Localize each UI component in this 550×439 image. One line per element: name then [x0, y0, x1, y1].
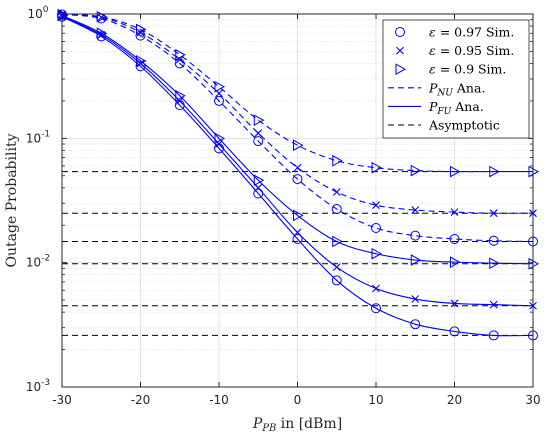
- legend-entry: ε = 0.9 Sim.: [395, 62, 506, 77]
- data-point-circle: [371, 223, 381, 234]
- data-point-triangle: [410, 164, 422, 177]
- legend-label: PFU Ana.: [428, 99, 484, 117]
- data-point-circle: [331, 204, 342, 215]
- x-tick-label: -30: [52, 393, 72, 407]
- legend-marker-circle: [395, 27, 405, 37]
- data-point-triangle: [136, 54, 147, 67]
- legend-entry: ε = 0.97 Sim.: [395, 25, 514, 40]
- x-tick-label: 0: [294, 393, 302, 407]
- legend-marker-triangle: [395, 63, 407, 76]
- data-point-cross: [293, 228, 302, 237]
- data-point-circle: [214, 95, 224, 106]
- data-point-triangle: [450, 165, 461, 178]
- data-point-triangle: [410, 254, 422, 266]
- x-tick-label: 20: [447, 393, 462, 407]
- data-point-cross: [450, 299, 459, 308]
- data-point-triangle: [450, 256, 461, 268]
- y-tick-labels: 10-3 10-2 10-1 100: [26, 5, 50, 394]
- series-line-eps097-nu: [61, 13, 534, 243]
- data-point-circle: [449, 234, 460, 245]
- data-point-circle: [292, 234, 303, 245]
- x-tick-label: 10: [368, 393, 383, 407]
- x-tick-label: -20: [131, 393, 151, 407]
- data-point-cross: [489, 209, 498, 218]
- data-point-triangle: [253, 174, 265, 187]
- data-point-circle: [371, 303, 381, 314]
- legend-entry: PFU Ana.: [388, 99, 484, 117]
- data-point-triangle: [293, 139, 304, 152]
- data-point-cross: [372, 201, 380, 210]
- data-point-triangle: [214, 132, 226, 145]
- legend-label: ε = 0.97 Sim.: [429, 25, 514, 40]
- y-tick-label: 100: [27, 5, 48, 21]
- data-point-cross: [450, 208, 459, 217]
- data-point-circle: [410, 230, 421, 241]
- y-tick-label: 10-2: [26, 254, 50, 270]
- legend-label: PNU Ana.: [428, 80, 485, 98]
- data-point-triangle: [293, 209, 304, 222]
- series-markers: [57, 8, 540, 341]
- data-point-triangle: [175, 89, 186, 102]
- data-point-cross: [411, 206, 420, 214]
- data-point-cross: [489, 300, 498, 309]
- legend-entry: PNU Ana.: [388, 80, 485, 98]
- data-point-circle: [488, 330, 499, 341]
- x-axis-label: PPB in [dBm]: [252, 416, 342, 434]
- data-point-cross: [254, 183, 263, 192]
- data-point-cross: [332, 188, 341, 196]
- data-point-cross: [332, 263, 341, 272]
- data-point-cross: [175, 97, 184, 105]
- legend-box: [382, 19, 530, 139]
- data-point-triangle: [489, 165, 500, 178]
- data-point-triangle: [253, 114, 265, 127]
- data-point-circle: [410, 319, 421, 330]
- data-point-circle: [135, 30, 146, 41]
- data-point-cross: [372, 284, 380, 293]
- data-point-circle: [331, 275, 342, 286]
- axis-ticks: [61, 13, 534, 388]
- series-line-eps09-fu: [61, 15, 534, 265]
- data-point-cross: [293, 163, 302, 172]
- data-point-circle: [253, 188, 264, 199]
- data-point-triangle: [96, 27, 108, 40]
- data-point-triangle: [332, 154, 343, 167]
- data-point-triangle: [371, 247, 383, 260]
- series-line-eps097-fu: [61, 16, 534, 337]
- y-tick-label: 10-3: [26, 378, 50, 394]
- legend: ε = 0.97 Sim. ε = 0.95 Sim. ε = 0.9 Sim. PN…: [382, 19, 530, 139]
- data-point-cross: [175, 55, 184, 64]
- legend-entry: ε = 0.95 Sim.: [396, 43, 514, 58]
- data-point-cross: [411, 295, 420, 303]
- data-point-triangle: [489, 257, 500, 270]
- data-point-circle: [449, 326, 460, 337]
- legend-label: ε = 0.95 Sim.: [429, 43, 514, 58]
- x-tick-labels: -30 -20 -10 0 10 20 30: [52, 393, 540, 407]
- data-point-cross: [254, 129, 263, 138]
- data-point-cross: [215, 140, 223, 148]
- data-point-circle: [292, 174, 303, 185]
- data-point-circle: [488, 235, 499, 246]
- legend-entry: Asymptotic: [388, 118, 500, 133]
- legend-label: ε = 0.9 Sim.: [429, 62, 506, 77]
- legend-marker-cross: [396, 46, 404, 55]
- x-tick-label: -10: [209, 393, 229, 407]
- data-point-triangle: [371, 161, 383, 174]
- x-tick-label: 30: [525, 393, 540, 407]
- data-point-circle: [253, 136, 264, 147]
- y-tick-label: 10-1: [26, 129, 50, 145]
- data-point-triangle: [136, 23, 147, 36]
- y-axis-label: Outage Probability: [4, 133, 20, 267]
- data-point-triangle: [214, 80, 226, 93]
- data-point-triangle: [175, 48, 186, 61]
- data-point-triangle: [332, 235, 343, 248]
- series-line-eps09-nu: [61, 13, 533, 173]
- legend-label: Asymptotic: [428, 118, 500, 133]
